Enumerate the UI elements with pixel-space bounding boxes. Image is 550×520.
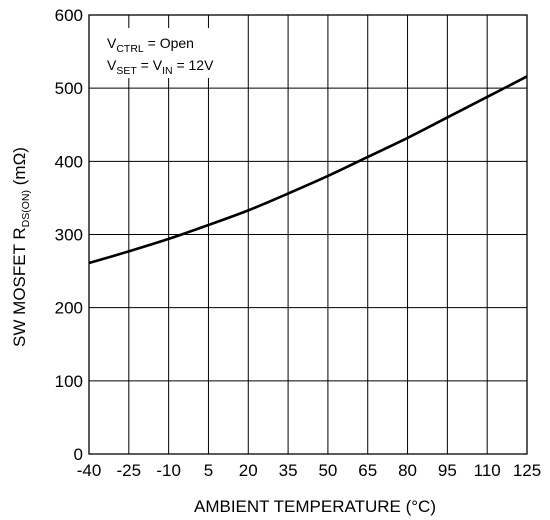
y-tick-label: 400 — [55, 152, 83, 171]
x-tick-label: 80 — [398, 461, 417, 480]
x-tick-label: 125 — [513, 461, 541, 480]
series-line-0 — [88, 75, 528, 265]
y-axis-title: SW MOSFET RDS(ON) (mΩ) — [10, 147, 32, 347]
plot-frame — [88, 14, 528, 455]
x-tick-label: 35 — [279, 461, 298, 480]
x-tick-label: 5 — [204, 461, 213, 480]
x-tick-label: -25 — [117, 461, 142, 480]
y-tick-label: 0 — [74, 445, 83, 464]
y-tick-label: 500 — [55, 79, 83, 98]
condition-line-set: VSET = VIN = 12V — [107, 57, 214, 77]
x-tick-label: 20 — [239, 461, 258, 480]
grid — [88, 14, 528, 455]
x-axis-title: AMBIENT TEMPERATURE (°C) — [194, 497, 436, 516]
y-tick-label: 600 — [55, 6, 83, 25]
x-tick-labels: -40 -25 -10 5 20 35 50 65 80 95 110 125 — [77, 461, 541, 480]
x-tick-label: 110 — [474, 461, 501, 480]
x-tick-label: -40 — [77, 461, 102, 480]
x-tick-label: 50 — [318, 461, 337, 480]
y-tick-label: 300 — [55, 226, 83, 245]
x-tick-label: 95 — [438, 461, 457, 480]
y-tick-label: 200 — [55, 299, 83, 318]
y-tick-label: 100 — [55, 372, 83, 391]
conditions-box — [99, 28, 247, 78]
condition-line-ctrl: VCTRL = Open — [107, 35, 194, 55]
y-tick-labels: 0 100 200 300 400 500 600 — [55, 6, 83, 464]
x-tick-label: 65 — [358, 461, 377, 480]
series-lines — [88, 75, 528, 265]
x-tick-label: -10 — [156, 461, 181, 480]
